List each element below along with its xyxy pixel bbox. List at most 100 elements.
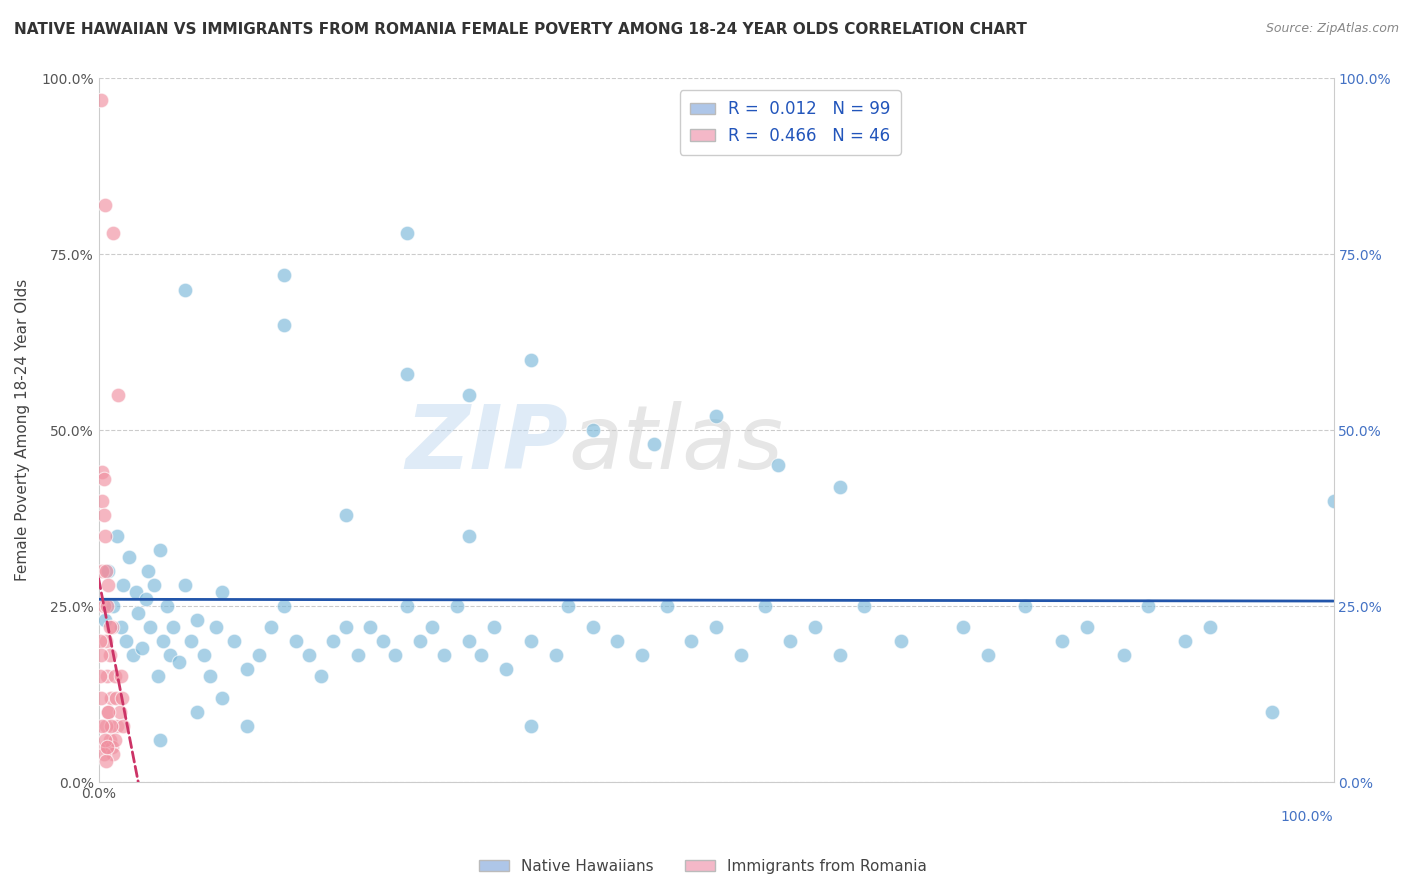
Point bbox=[114, 634, 136, 648]
Point bbox=[186, 705, 208, 719]
Point bbox=[89, 634, 111, 648]
Point bbox=[89, 669, 111, 683]
Point bbox=[100, 719, 122, 733]
Point bbox=[260, 620, 283, 634]
Point bbox=[273, 599, 295, 614]
Point bbox=[162, 620, 184, 634]
Point bbox=[96, 599, 118, 614]
Point bbox=[335, 620, 357, 634]
Point bbox=[93, 747, 115, 761]
Point bbox=[309, 669, 332, 683]
Point bbox=[152, 634, 174, 648]
Point bbox=[96, 669, 118, 683]
Point bbox=[581, 423, 603, 437]
Text: NATIVE HAWAIIAN VS IMMIGRANTS FROM ROMANIA FEMALE POVERTY AMONG 18-24 YEAR OLDS : NATIVE HAWAIIAN VS IMMIGRANTS FROM ROMAN… bbox=[14, 22, 1026, 37]
Text: atlas: atlas bbox=[568, 401, 783, 487]
Point bbox=[90, 690, 112, 705]
Point bbox=[335, 508, 357, 522]
Point bbox=[193, 648, 215, 663]
Point bbox=[520, 634, 543, 648]
Point bbox=[704, 620, 727, 634]
Point bbox=[347, 648, 370, 663]
Point bbox=[704, 409, 727, 424]
Point bbox=[458, 529, 481, 543]
Point bbox=[1137, 599, 1160, 614]
Point bbox=[131, 641, 153, 656]
Point bbox=[754, 599, 776, 614]
Point bbox=[853, 599, 876, 614]
Point bbox=[110, 669, 132, 683]
Point bbox=[520, 352, 543, 367]
Point bbox=[408, 634, 430, 648]
Point bbox=[90, 93, 112, 107]
Point bbox=[100, 690, 122, 705]
Point bbox=[159, 648, 181, 663]
Point bbox=[94, 529, 117, 543]
Text: Source: ZipAtlas.com: Source: ZipAtlas.com bbox=[1265, 22, 1399, 36]
Point bbox=[766, 458, 789, 473]
Point bbox=[94, 719, 117, 733]
Point bbox=[730, 648, 752, 663]
Point bbox=[104, 690, 127, 705]
Point bbox=[97, 705, 120, 719]
Point bbox=[90, 648, 112, 663]
Point bbox=[124, 585, 146, 599]
Point bbox=[544, 648, 567, 663]
Point bbox=[458, 634, 481, 648]
Point bbox=[297, 648, 319, 663]
Point bbox=[111, 690, 134, 705]
Point bbox=[1014, 599, 1036, 614]
Point bbox=[101, 739, 124, 754]
Point bbox=[198, 669, 221, 683]
Point bbox=[236, 719, 259, 733]
Point bbox=[1076, 620, 1098, 634]
Point bbox=[103, 226, 125, 240]
Point bbox=[643, 437, 665, 451]
Point bbox=[371, 634, 394, 648]
Point bbox=[94, 739, 117, 754]
Point bbox=[103, 747, 125, 761]
Point bbox=[93, 508, 115, 522]
Point bbox=[1112, 648, 1135, 663]
Point bbox=[224, 634, 246, 648]
Text: 100.0%: 100.0% bbox=[1281, 810, 1333, 824]
Point bbox=[581, 620, 603, 634]
Point bbox=[101, 620, 124, 634]
Point bbox=[105, 719, 128, 733]
Point bbox=[97, 578, 120, 592]
Point bbox=[952, 620, 974, 634]
Point bbox=[91, 466, 114, 480]
Point bbox=[94, 613, 117, 627]
Point bbox=[91, 719, 114, 733]
Point bbox=[93, 599, 115, 614]
Point bbox=[174, 283, 197, 297]
Point bbox=[136, 564, 159, 578]
Point bbox=[94, 634, 117, 648]
Point bbox=[143, 578, 166, 592]
Point bbox=[211, 690, 233, 705]
Point bbox=[118, 549, 141, 564]
Point bbox=[359, 620, 381, 634]
Point bbox=[433, 648, 456, 663]
Point bbox=[482, 620, 505, 634]
Point bbox=[779, 634, 801, 648]
Point bbox=[103, 599, 125, 614]
Point bbox=[804, 620, 827, 634]
Point bbox=[97, 705, 120, 719]
Point bbox=[155, 599, 177, 614]
Point bbox=[520, 719, 543, 733]
Point bbox=[94, 754, 117, 768]
Point bbox=[94, 732, 117, 747]
Legend: Native Hawaiians, Immigrants from Romania: Native Hawaiians, Immigrants from Romani… bbox=[472, 853, 934, 880]
Point bbox=[108, 705, 131, 719]
Point bbox=[180, 634, 202, 648]
Point bbox=[97, 564, 120, 578]
Point bbox=[98, 620, 121, 634]
Point bbox=[107, 388, 129, 402]
Point bbox=[977, 648, 1000, 663]
Point bbox=[174, 578, 197, 592]
Point bbox=[149, 542, 172, 557]
Point bbox=[322, 634, 344, 648]
Point bbox=[681, 634, 703, 648]
Point bbox=[186, 613, 208, 627]
